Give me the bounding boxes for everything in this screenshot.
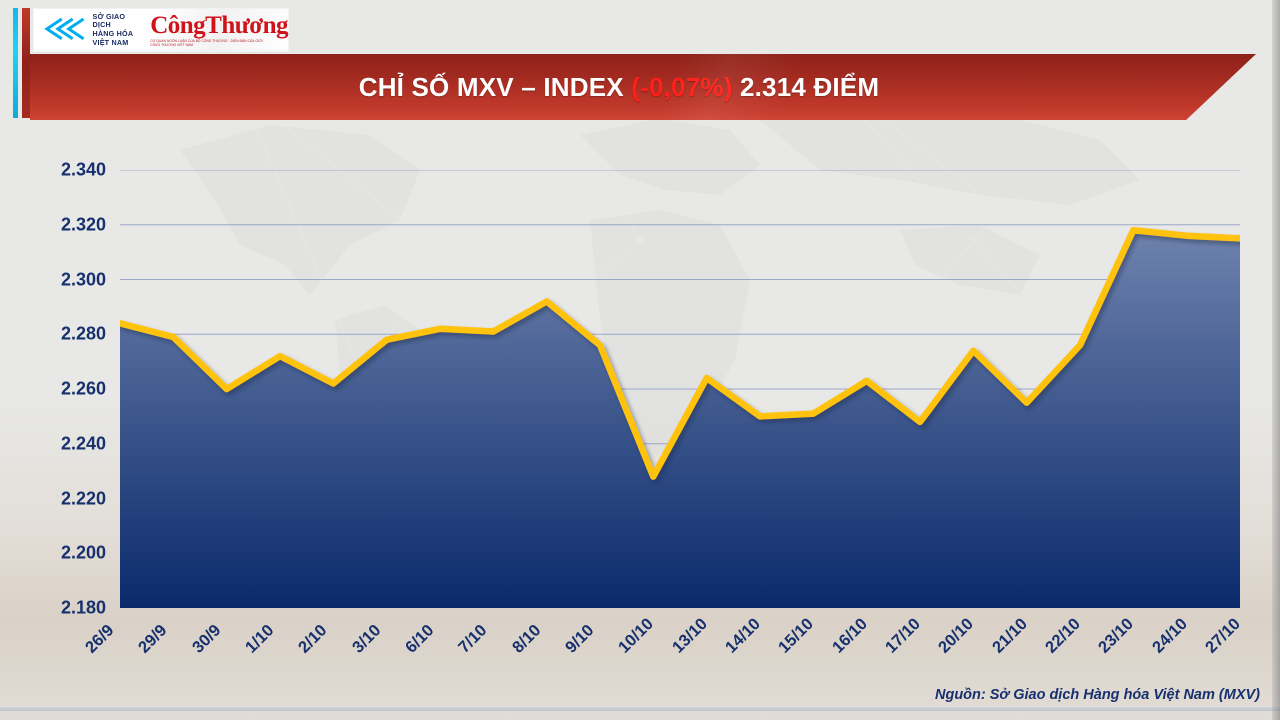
x-axis-tick-label: 6/10 (402, 621, 438, 657)
data-line (120, 226, 1240, 480)
x-axis-tick-label: 30/9 (188, 621, 225, 657)
area-fill (120, 230, 1240, 608)
mxv-logo: SỞ GIAO DỊCH HÀNG HÓA VIỆT NAM (40, 11, 144, 47)
y-axis-tick-label: 2.260 (60, 378, 106, 399)
congthuong-subtitle: CƠ QUAN NGÔN LUẬN CỦA BỘ CÔNG THƯƠNG · D… (150, 38, 263, 47)
bottom-divider (0, 707, 1280, 711)
x-axis-tick-label: 3/10 (348, 621, 385, 657)
page-title: CHỈ SỐ MXV – INDEX (-0,07%) 2.314 ĐIỂM (359, 72, 880, 103)
y-axis-tick-label: 2.340 (60, 159, 106, 180)
x-axis-tick-label: 9/10 (562, 621, 598, 657)
congthuong-title: CôngThương (150, 11, 288, 39)
right-edge-shadow (1272, 0, 1280, 720)
y-axis-tick-label: 2.280 (60, 323, 106, 344)
y-axis-tick-label: 2.300 (60, 269, 106, 289)
x-axis-tick-label: 14/10 (722, 614, 764, 657)
x-axis-tick-label: 29/9 (135, 621, 171, 657)
x-axis-tick-label: 23/10 (1095, 614, 1138, 657)
mxv-chevron-icon (40, 16, 90, 44)
x-axis-tick-label: 7/10 (455, 621, 491, 657)
x-axis-tick-label: 15/10 (775, 614, 818, 657)
x-axis-tick-label: 8/10 (508, 621, 545, 657)
y-axis-tick-label: 2.240 (60, 433, 106, 454)
x-axis-tick-label: 13/10 (668, 614, 711, 657)
x-axis-tick-label: 1/10 (242, 621, 278, 657)
mxv-line-3: VIỆT NAM (92, 37, 129, 47)
accent-bar-red (22, 8, 30, 118)
x-axis-tick-label: 24/10 (1148, 614, 1191, 657)
plot-area (120, 170, 1240, 608)
y-axis-tick-label: 2.180 (60, 597, 106, 618)
x-axis-tick-label: 16/10 (828, 614, 871, 657)
page-title-tail: 2.314 ĐIỂM (732, 71, 880, 102)
page-title-percent: (-0,07%) (631, 71, 733, 102)
y-axis-tick-label: 2.200 (60, 542, 106, 563)
congthuong-logo: CôngThương CƠ QUAN NGÔN LUẬN CỦA BỘ CÔNG… (150, 11, 288, 47)
source-note: Nguồn: Sở Giao dịch Hàng hóa Việt Nam (M… (935, 687, 1260, 703)
y-axis-tick-label: 2.220 (60, 488, 106, 508)
logo-bar: SỞ GIAO DỊCH HÀNG HÓA VIỆT NAM CôngThươn… (33, 8, 289, 52)
accent-bar-cyan (13, 8, 18, 118)
x-axis-tick-label: 2/10 (295, 621, 331, 657)
x-axis-tick-label: 20/10 (935, 614, 978, 657)
x-axis-tick-label: 17/10 (882, 614, 924, 657)
x-axis-tick-label: 21/10 (988, 614, 1031, 657)
x-axis-tick-label: 22/10 (1042, 614, 1084, 657)
page-title-main: CHỈ SỐ MXV – INDEX (358, 71, 632, 102)
title-banner: CHỈ SỐ MXV – INDEX (-0,07%) 2.314 ĐIỂM (30, 54, 1256, 120)
y-axis-tick-label: 2.320 (60, 214, 106, 235)
x-axis-tick-label: 27/10 (1202, 614, 1244, 657)
x-axis-tick-label: 26/9 (82, 621, 118, 657)
mxv-line-1: SỞ GIAO DỊCH (92, 11, 126, 30)
x-axis-tick-label: 10/10 (615, 614, 658, 657)
mxv-line-2: HÀNG HÓA (92, 29, 134, 38)
mxv-logo-text: SỞ GIAO DỊCH HÀNG HÓA VIỆT NAM (92, 11, 144, 47)
